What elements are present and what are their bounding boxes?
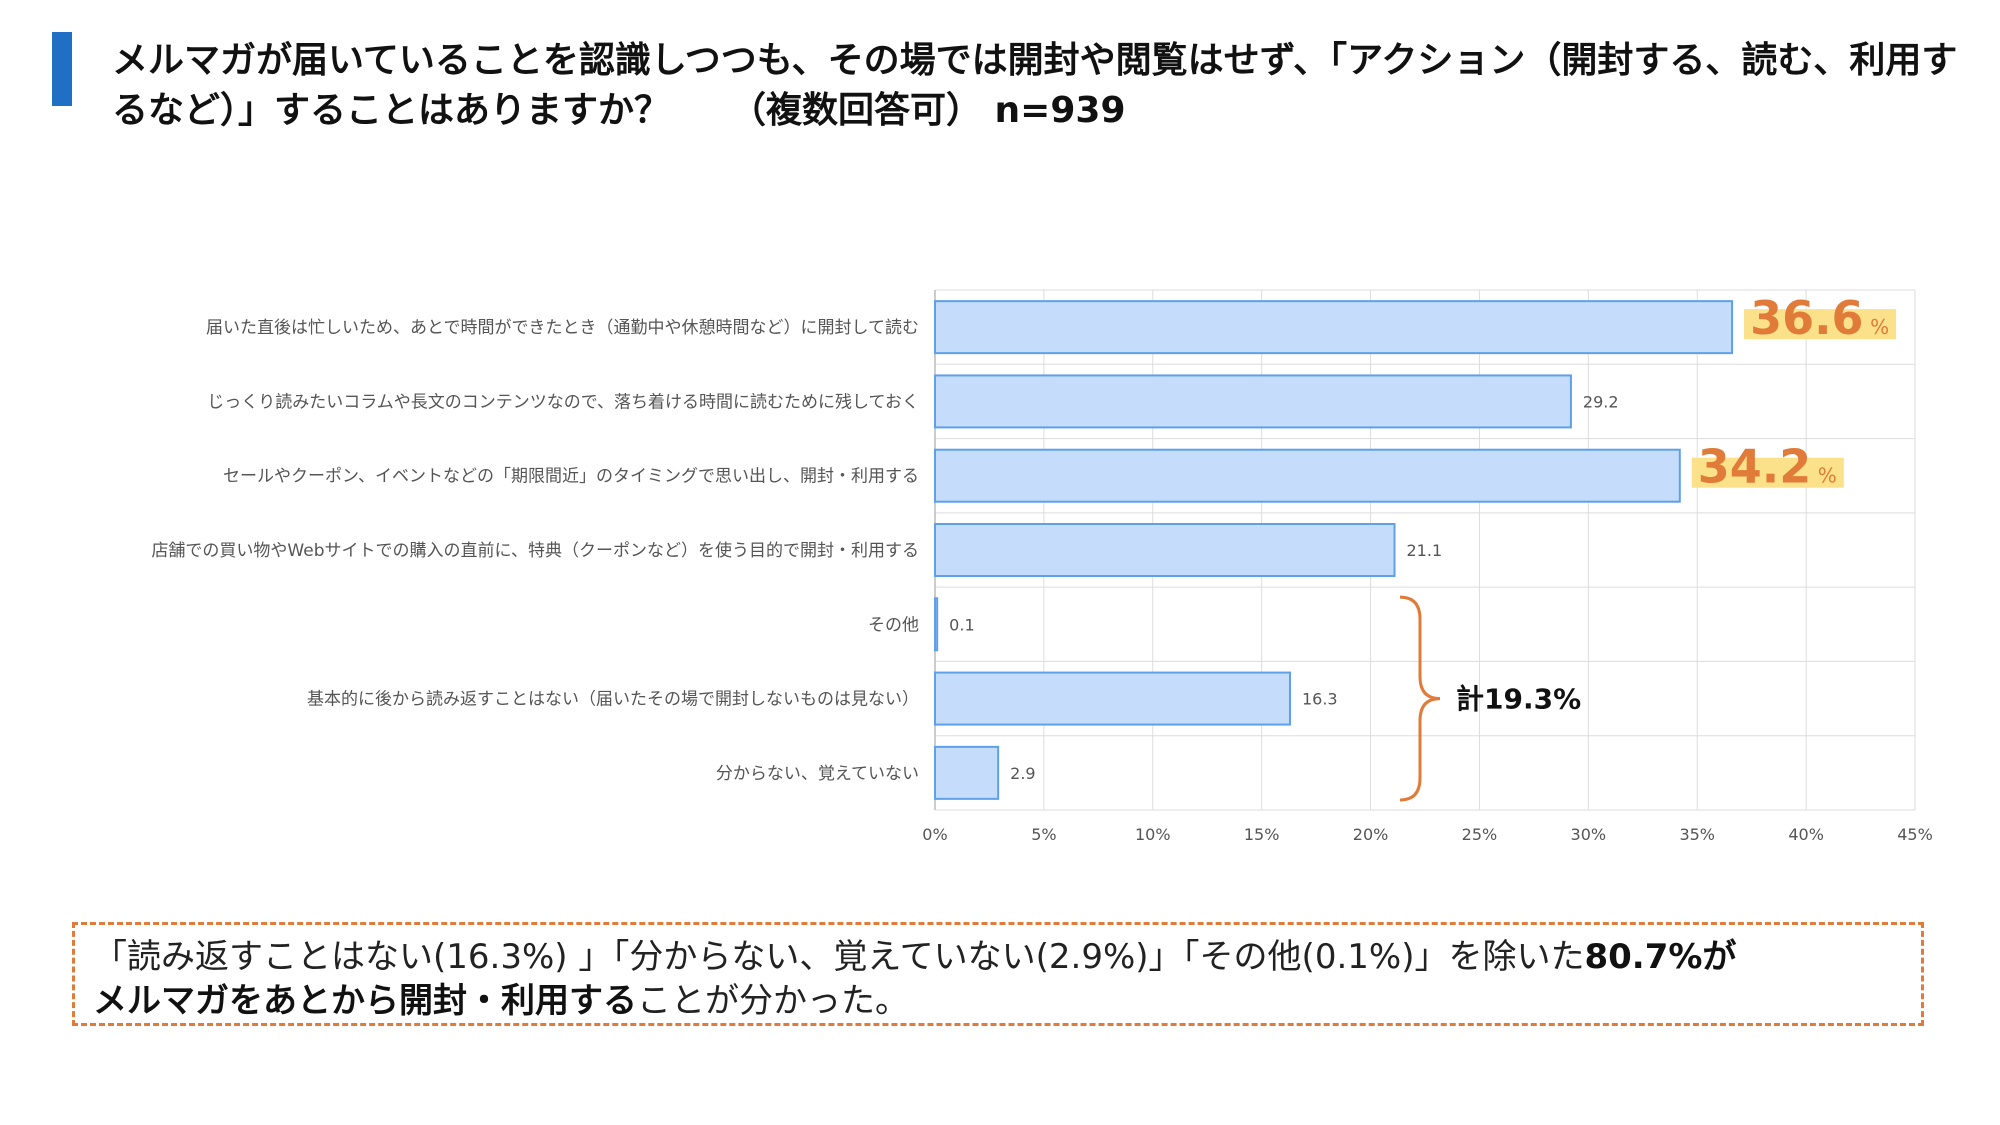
category-label: 届いた直後は忙しいため、あとで時間ができたとき（通勤中や休憩時間など）に開封して… (206, 318, 919, 338)
page-title: メルマガが届いていることを認識しつつも、その場では開封や閲覧はせず、「アクション… (112, 36, 1972, 136)
data-label: 2.9 (1010, 764, 1035, 783)
category-label: 分からない、覚えていない (716, 764, 919, 784)
bar (934, 745, 1000, 800)
summary-highlight-percent: 80.7%が (1584, 937, 1737, 977)
highlight-data-label: 36.6 (1750, 291, 1864, 345)
summary-text-part2: ことが分かった。 (637, 981, 909, 1021)
x-tick-label: 0% (922, 825, 947, 844)
x-tick-label: 35% (1679, 825, 1715, 844)
question-text: メルマガが届いていることを認識しつつも、その場では開封や閲覧はせず、「アクション… (112, 40, 1958, 131)
x-tick-label: 15% (1244, 825, 1280, 844)
highlight-marker (1691, 457, 1844, 488)
data-label: 16.3 (1302, 690, 1338, 709)
category-label: その他 (868, 615, 919, 635)
highlight-unit-label: % (1870, 315, 1889, 339)
category-label: セールやクーポン、イベントなどの「期限間近」のタイミングで思い出し、開封・利用す… (223, 467, 919, 487)
x-tick-label: 45% (1897, 825, 1933, 844)
x-tick-label: 30% (1571, 825, 1607, 844)
x-tick-label: 5% (1031, 825, 1056, 844)
x-tick-label: 40% (1788, 825, 1824, 844)
highlight-marker (1744, 309, 1897, 340)
highlight-unit-label: % (1818, 464, 1837, 488)
bar (934, 448, 1681, 503)
title-accent-bar (52, 32, 72, 106)
data-label: 21.1 (1407, 541, 1443, 560)
bar (934, 374, 1572, 429)
category-label: 店舗での買い物やWebサイトでの購入の直前に、特典（クーポンなど）を使う目的で開… (151, 540, 919, 561)
highlight-data-label: 34.2 (1698, 440, 1812, 494)
bar (934, 597, 939, 652)
summary-text-part1: 「読み返すことはない(16.3%) 」「分からない、覚えていない(2.9%)」「… (93, 937, 1585, 977)
bar (934, 523, 1396, 577)
summary-note: 「読み返すことはない(16.3%) 」「分からない、覚えていない(2.9%)」「… (72, 922, 1924, 1026)
x-tick-label: 25% (1462, 825, 1498, 844)
question-qualifier: （複数回答可） n=939 (730, 90, 1126, 131)
x-tick-label: 10% (1135, 825, 1171, 844)
x-tick-label: 20% (1353, 825, 1389, 844)
data-label: 29.2 (1583, 392, 1619, 411)
category-label: じっくり読みたいコラムや長文のコンテンツなので、落ち着ける時間に読むために残して… (207, 392, 919, 412)
group-bracket (1399, 595, 1441, 802)
data-label: 0.1 (949, 615, 974, 634)
category-label: 基本的に後から読み返すことはない（届いたその場で開封しないものは見ない） (307, 690, 919, 710)
bracket-total-label: 計19.3% (1456, 683, 1581, 716)
bar (934, 300, 1734, 355)
bar (934, 671, 1291, 726)
summary-highlight-statement: メルマガをあとから開封・利用する (93, 981, 637, 1021)
